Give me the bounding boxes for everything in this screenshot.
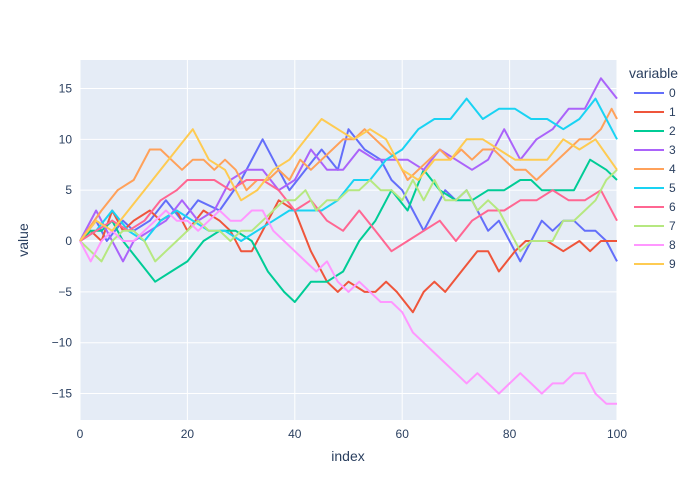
series-line-9	[79, 118, 618, 242]
legend-label-5: 5	[669, 181, 676, 195]
legend-label-6: 6	[669, 200, 676, 214]
y-axis-title: value	[15, 223, 31, 257]
y-tick-label: 0	[65, 234, 72, 248]
legend-label-7: 7	[669, 219, 676, 233]
y-tick-label: −5	[58, 285, 72, 299]
y-tick-label: −15	[52, 387, 73, 401]
x-tick-label: 60	[396, 427, 410, 441]
series-line-7	[79, 169, 618, 263]
legend-label-1: 1	[669, 105, 676, 119]
legend-label-3: 3	[669, 143, 676, 157]
series-line-6	[79, 179, 618, 253]
legend-title: variable	[629, 65, 678, 81]
y-tick-label: 10	[59, 132, 73, 146]
x-tick-label: 0	[77, 427, 84, 441]
legend-label-4: 4	[669, 162, 676, 176]
y-tick-label: −10	[52, 336, 73, 350]
legend-label-9: 9	[669, 257, 676, 271]
series-line-8	[79, 209, 617, 405]
x-tick-labels: 0 20 40 60 80 100	[77, 427, 628, 441]
x-tick-label: 100	[607, 427, 627, 441]
series-line-3	[79, 77, 618, 263]
y-tick-label: 15	[59, 81, 73, 95]
y-tick-label: 5	[65, 183, 72, 197]
x-tick-label: 40	[288, 427, 302, 441]
y-tick-labels: −15 −10 −5 0 5 10 15	[52, 81, 73, 400]
legend-label-8: 8	[669, 238, 676, 252]
series-line-2	[79, 158, 618, 303]
legend-label-2: 2	[669, 124, 676, 138]
x-tick-label: 20	[181, 427, 195, 441]
series-lines	[79, 77, 618, 405]
x-axis-title: index	[331, 448, 364, 464]
legend: variable 0 1 2 3 4 5 6 7 8 9	[629, 65, 678, 271]
series-line-4	[79, 107, 618, 242]
series-line-5	[79, 97, 618, 242]
x-tick-label: 80	[503, 427, 517, 441]
legend-label-0: 0	[669, 86, 676, 100]
